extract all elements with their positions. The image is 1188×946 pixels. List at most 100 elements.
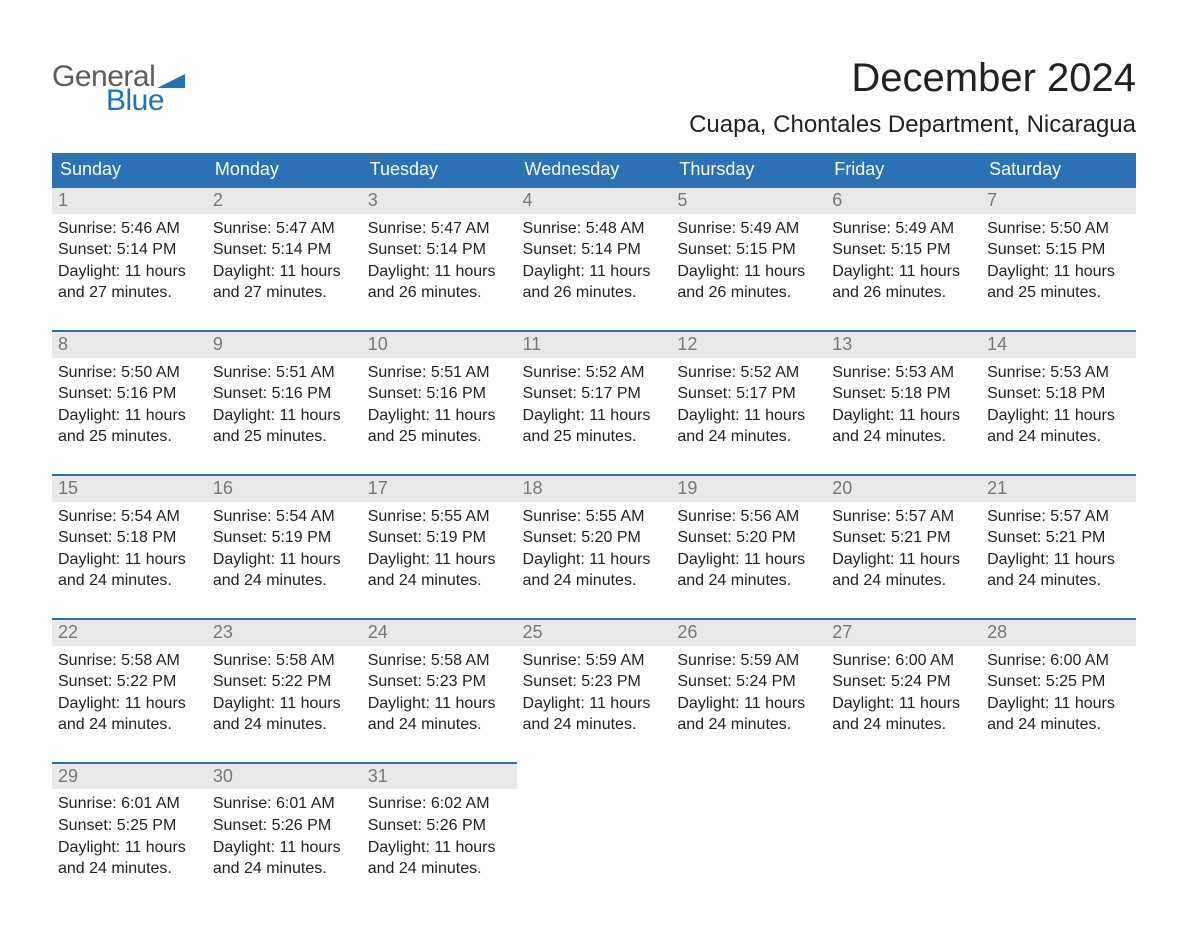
sunset-line-label: Sunset: — [58, 241, 112, 258]
sunset-line-label: Sunset: — [58, 385, 112, 402]
sunrise-line-label: Sunrise: — [523, 220, 582, 237]
sunset-line: Sunset: 5:14 PM — [58, 239, 201, 261]
sunset-line-value: 5:14 PM — [581, 241, 641, 258]
daylight-line: Daylight: 11 hours and 24 minutes. — [987, 693, 1130, 736]
calendar-day-cell: 31Sunrise: 6:02 AMSunset: 5:26 PMDayligh… — [362, 763, 517, 906]
day-details: Sunrise: 5:47 AMSunset: 5:14 PMDaylight:… — [362, 214, 517, 304]
sunset-line-value: 5:26 PM — [272, 817, 332, 834]
sunset-line-value: 5:15 PM — [736, 241, 796, 258]
daylight-line: Daylight: 11 hours and 24 minutes. — [832, 549, 975, 592]
sunset-line-label: Sunset: — [213, 529, 267, 546]
sunrise-line-label: Sunrise: — [832, 364, 891, 381]
sunset-line: Sunset: 5:18 PM — [58, 527, 201, 549]
daylight-line: Daylight: 11 hours and 26 minutes. — [523, 261, 666, 304]
daylight-line: Daylight: 11 hours and 24 minutes. — [58, 837, 201, 880]
title-block: December 2024 Cuapa, Chontales Departmen… — [689, 56, 1136, 153]
calendar-day-cell: 18Sunrise: 5:55 AMSunset: 5:20 PMDayligh… — [517, 475, 672, 619]
sunrise-line: Sunrise: 5:57 AM — [832, 506, 975, 528]
sunrise-line-label: Sunrise: — [987, 364, 1046, 381]
sunset-line: Sunset: 5:16 PM — [58, 383, 201, 405]
daylight-line-label: Daylight: — [523, 695, 585, 712]
day-number: 5 — [671, 188, 826, 214]
sunrise-line-value: 5:53 AM — [895, 364, 954, 381]
sunrise-line: Sunrise: 5:59 AM — [677, 650, 820, 672]
sunrise-line-value: 5:49 AM — [741, 220, 800, 237]
calendar-day-cell: 14Sunrise: 5:53 AMSunset: 5:18 PMDayligh… — [981, 331, 1136, 475]
sunset-line-label: Sunset: — [523, 529, 577, 546]
sunrise-line-label: Sunrise: — [213, 220, 272, 237]
sunrise-line: Sunrise: 5:49 AM — [677, 218, 820, 240]
sunrise-line-value: 5:47 AM — [431, 220, 490, 237]
daylight-line: Daylight: 11 hours and 24 minutes. — [213, 837, 356, 880]
sunset-line: Sunset: 5:26 PM — [213, 815, 356, 837]
calendar-day-cell: 2Sunrise: 5:47 AMSunset: 5:14 PMDaylight… — [207, 187, 362, 331]
sunset-line-label: Sunset: — [368, 529, 422, 546]
day-details: Sunrise: 5:48 AMSunset: 5:14 PMDaylight:… — [517, 214, 672, 304]
sunrise-line-label: Sunrise: — [58, 652, 117, 669]
sunset-line: Sunset: 5:18 PM — [832, 383, 975, 405]
sunrise-line: Sunrise: 5:52 AM — [523, 362, 666, 384]
sunset-line: Sunset: 5:21 PM — [832, 527, 975, 549]
day-number: 25 — [517, 620, 672, 646]
daylight-line-label: Daylight: — [368, 407, 430, 424]
sunrise-line: Sunrise: 5:50 AM — [987, 218, 1130, 240]
daylight-line-label: Daylight: — [523, 407, 585, 424]
sunset-line-value: 5:21 PM — [1046, 529, 1106, 546]
day-details: Sunrise: 6:02 AMSunset: 5:26 PMDaylight:… — [362, 789, 517, 879]
daylight-line: Daylight: 11 hours and 26 minutes. — [368, 261, 511, 304]
sunset-line-value: 5:16 PM — [426, 385, 486, 402]
calendar-day-cell: 9Sunrise: 5:51 AMSunset: 5:16 PMDaylight… — [207, 331, 362, 475]
daylight-line: Daylight: 11 hours and 24 minutes. — [58, 549, 201, 592]
sunrise-line-label: Sunrise: — [368, 220, 427, 237]
sunrise-line-value: 5:58 AM — [431, 652, 490, 669]
sunrise-line-value: 5:48 AM — [586, 220, 645, 237]
sunset-line-label: Sunset: — [677, 529, 731, 546]
calendar-day-cell: 5Sunrise: 5:49 AMSunset: 5:15 PMDaylight… — [671, 187, 826, 331]
sunset-line: Sunset: 5:16 PM — [368, 383, 511, 405]
daylight-line-label: Daylight: — [213, 551, 275, 568]
sunset-line-label: Sunset: — [213, 241, 267, 258]
calendar-day-cell: 11Sunrise: 5:52 AMSunset: 5:17 PMDayligh… — [517, 331, 672, 475]
calendar-header-cell: Friday — [826, 153, 981, 187]
sunrise-line-value: 5:57 AM — [895, 508, 954, 525]
sunrise-line: Sunrise: 5:47 AM — [368, 218, 511, 240]
sunrise-line-value: 5:47 AM — [276, 220, 335, 237]
sunrise-line-value: 5:59 AM — [586, 652, 645, 669]
sunset-line-label: Sunset: — [58, 817, 112, 834]
sunrise-line-value: 5:50 AM — [1050, 220, 1109, 237]
daylight-line-label: Daylight: — [368, 695, 430, 712]
day-details: Sunrise: 5:52 AMSunset: 5:17 PMDaylight:… — [671, 358, 826, 448]
sunrise-line-value: 5:52 AM — [741, 364, 800, 381]
calendar-day-cell: 1Sunrise: 5:46 AMSunset: 5:14 PMDaylight… — [52, 187, 207, 331]
day-number: 29 — [52, 764, 207, 790]
sunrise-line-label: Sunrise: — [368, 508, 427, 525]
calendar-header-cell: Monday — [207, 153, 362, 187]
sunrise-line-value: 5:51 AM — [431, 364, 490, 381]
logo: General Blue — [52, 62, 185, 116]
sunset-line-value: 5:17 PM — [736, 385, 796, 402]
sunset-line-label: Sunset: — [368, 385, 422, 402]
day-details: Sunrise: 5:51 AMSunset: 5:16 PMDaylight:… — [207, 358, 362, 448]
calendar-day-cell: 30Sunrise: 6:01 AMSunset: 5:26 PMDayligh… — [207, 763, 362, 906]
sunrise-line-label: Sunrise: — [677, 508, 736, 525]
calendar-row: 1Sunrise: 5:46 AMSunset: 5:14 PMDaylight… — [52, 187, 1136, 331]
day-details: Sunrise: 5:55 AMSunset: 5:20 PMDaylight:… — [517, 502, 672, 592]
sunrise-line-label: Sunrise: — [58, 364, 117, 381]
sunset-line: Sunset: 5:24 PM — [677, 671, 820, 693]
sunrise-line-value: 5:55 AM — [586, 508, 645, 525]
daylight-line-label: Daylight: — [832, 695, 894, 712]
daylight-line: Daylight: 11 hours and 24 minutes. — [677, 693, 820, 736]
calendar-day-cell: 29Sunrise: 6:01 AMSunset: 5:25 PMDayligh… — [52, 763, 207, 906]
day-number: 1 — [52, 188, 207, 214]
sunset-line: Sunset: 5:23 PM — [523, 671, 666, 693]
sunrise-line-value: 5:57 AM — [1050, 508, 1109, 525]
sunset-line: Sunset: 5:20 PM — [677, 527, 820, 549]
calendar-header-cell: Thursday — [671, 153, 826, 187]
day-details: Sunrise: 5:55 AMSunset: 5:19 PMDaylight:… — [362, 502, 517, 592]
calendar-day-cell: 26Sunrise: 5:59 AMSunset: 5:24 PMDayligh… — [671, 619, 826, 763]
day-details: Sunrise: 5:59 AMSunset: 5:24 PMDaylight:… — [671, 646, 826, 736]
daylight-line: Daylight: 11 hours and 27 minutes. — [213, 261, 356, 304]
daylight-line: Daylight: 11 hours and 24 minutes. — [368, 837, 511, 880]
daylight-line-label: Daylight: — [677, 551, 739, 568]
sunrise-line-value: 6:01 AM — [276, 795, 335, 812]
